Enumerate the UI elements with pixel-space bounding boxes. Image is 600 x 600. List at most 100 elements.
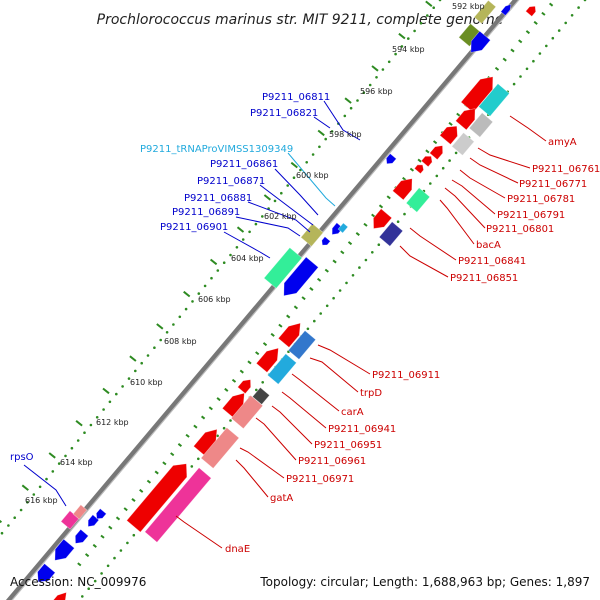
right-gene-labels: amyA P9211_06761 P9211_06771 P9211_06781…: [225, 137, 600, 555]
accession-text: Accession: NC_009976: [10, 575, 146, 589]
gene-label-p9211-06971: P9211_06971: [286, 474, 354, 485]
gene-label-p9211-06881: P9211_06881: [184, 193, 252, 204]
gene-feature: [87, 514, 100, 527]
gene-feature: [200, 427, 240, 469]
leader-line: [439, 199, 475, 245]
kbp-label: 614 kbp: [60, 458, 93, 467]
gene-label-p9211-06801: P9211_06801: [486, 224, 554, 235]
leader-line: [247, 201, 311, 233]
leader-line: [469, 157, 519, 184]
gene-feature: [337, 222, 349, 234]
leader-line: [239, 447, 285, 479]
leader-line: [399, 245, 449, 278]
leader-line: [274, 168, 319, 216]
gene-feature: [458, 23, 482, 47]
gene-feature: [72, 504, 88, 520]
leader-line: [287, 152, 336, 207]
kbp-label: 602 kbp: [264, 212, 297, 221]
kbp-label: 604 kbp: [231, 254, 264, 263]
gene-label-dnae: dnaE: [225, 544, 250, 555]
gene-label-p9211-06811: P9211_06811: [262, 92, 330, 103]
gene-feature: [321, 236, 331, 246]
kbp-label: 612 kbp: [96, 418, 129, 427]
gene-feature: [300, 223, 324, 247]
gene-label-trna-pro: P9211_tRNAProVIMSS1309349: [140, 144, 293, 155]
gene-feature: [373, 208, 393, 229]
gene-label-p9211-06961: P9211_06961: [298, 456, 366, 467]
kbp-label: 606 kbp: [198, 295, 231, 304]
gene-feature: [468, 112, 494, 138]
leader-line: [255, 417, 297, 461]
leader-line: [444, 187, 486, 229]
gene-label-cara: carA: [341, 407, 364, 418]
gene-feature: [473, 0, 497, 25]
gene-label-p9211-06841: P9211_06841: [458, 256, 526, 267]
leader-line: [309, 357, 359, 393]
gene-label-p9211-06791: P9211_06791: [497, 210, 565, 221]
gene-feature: [500, 3, 512, 16]
gene-feature: [74, 528, 89, 544]
gene-feature: [54, 538, 75, 561]
leader-line: [477, 147, 531, 169]
leader-line: [291, 373, 340, 412]
left-gene-labels: P9211_06811 P9211_06821 P9211_tRNAProVIM…: [10, 92, 330, 463]
gene-feature: [420, 155, 433, 168]
gene-label-p9211-06781: P9211_06781: [507, 194, 575, 205]
kbp-label: 596 kbp: [360, 87, 393, 96]
kbp-label: 598 kbp: [329, 130, 362, 139]
leader-line: [409, 227, 457, 261]
gene-feature: [429, 145, 444, 161]
gene-label-p9211-06871: P9211_06871: [197, 176, 265, 187]
leader-line: [175, 515, 223, 549]
gene-feature: [451, 132, 475, 156]
gene-label-p9211-06891: P9211_06891: [172, 207, 240, 218]
gene-feature: [277, 322, 301, 348]
leader-line: [313, 116, 331, 129]
gene-feature: [255, 347, 279, 373]
gene-label-baca: bacA: [476, 240, 501, 251]
gene-label-amya: amyA: [548, 137, 577, 148]
gene-feature: [478, 83, 510, 117]
gene-feature: [263, 247, 303, 289]
gene-label-trpd: trpD: [360, 388, 382, 399]
gene-feature: [95, 508, 107, 520]
gene-feature: [37, 563, 56, 583]
leader-line: [459, 169, 506, 199]
kbp-label: 600 kbp: [296, 171, 329, 180]
gene-feature: [283, 256, 319, 297]
leader-line: [451, 179, 496, 215]
gene-label-p9211-06861: P9211_06861: [210, 159, 278, 170]
map-title: Prochlorococcus marinus str. MIT 9211, c…: [97, 12, 504, 28]
gene-feature: [221, 392, 245, 418]
gene-label-p9211-06771: P9211_06771: [519, 179, 587, 190]
gene-feature: [287, 330, 317, 360]
gene-feature: [267, 353, 297, 385]
gene-label-p9211-06821: P9211_06821: [250, 108, 318, 119]
gene-feature: [144, 467, 212, 543]
gene-feature: [525, 5, 537, 17]
kbp-label: 592 kbp: [452, 2, 485, 11]
gene-feature: [378, 221, 404, 247]
leader-line: [259, 184, 314, 226]
gene-feature: [230, 394, 264, 430]
kbp-label: 616 kbp: [25, 496, 58, 505]
kbp-label: 610 kbp: [130, 378, 163, 387]
leader-line: [509, 115, 547, 142]
leader-line: [281, 391, 327, 429]
leader-line: [317, 344, 371, 375]
gene-feature: [53, 591, 67, 600]
gene-label-rpso: rpsO: [10, 452, 34, 463]
leader-line: [323, 100, 361, 141]
gene-feature: [193, 428, 218, 456]
gene-feature: [385, 153, 397, 165]
gene-features: [37, 0, 537, 600]
gene-feature: [439, 125, 458, 145]
gene-feature: [455, 108, 476, 131]
gene-label-p9211-06941: P9211_06941: [328, 424, 396, 435]
gene-feature: [392, 178, 413, 201]
leader-line: [23, 464, 67, 507]
genome-summary-text: Topology: circular; Length: 1,688,963 bp…: [259, 575, 590, 589]
kbp-scale: 592 kbp 594 kbp 596 kbp 598 kbp 600 kbp …: [25, 2, 485, 505]
leader-line: [235, 216, 301, 237]
